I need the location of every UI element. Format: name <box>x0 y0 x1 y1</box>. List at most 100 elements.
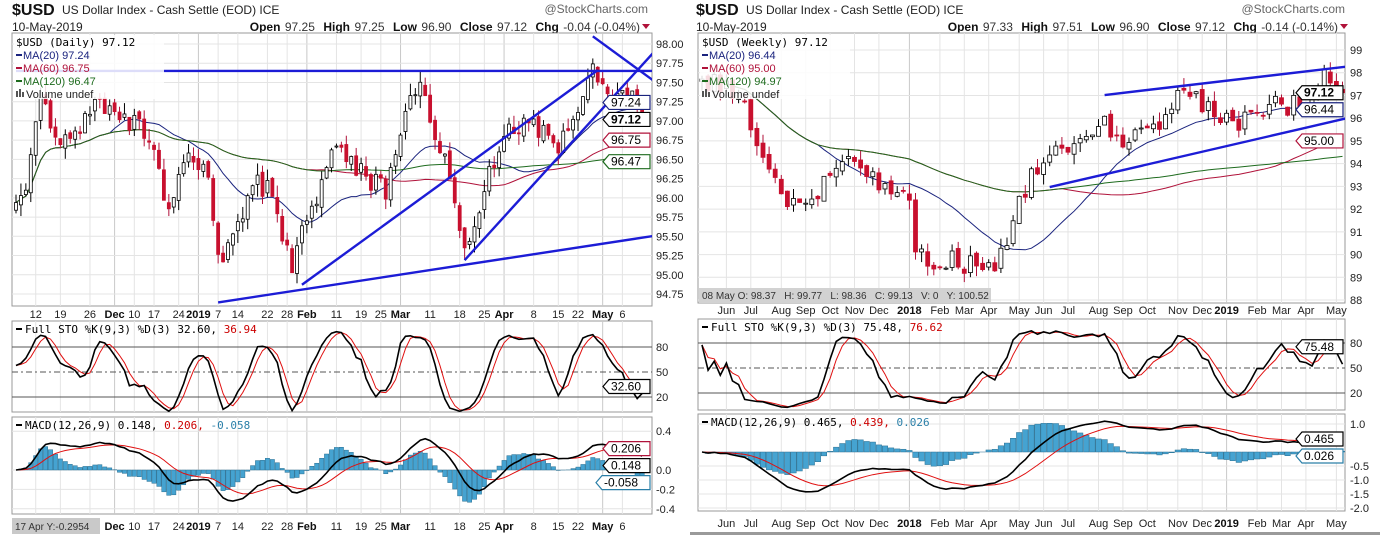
macd-histogram-bar <box>1101 439 1108 453</box>
candle-up <box>1041 162 1046 175</box>
macd-histogram-bar <box>496 465 502 471</box>
candle-down <box>1212 100 1217 118</box>
candle-down <box>1181 87 1187 91</box>
macd-histogram-bar <box>570 468 576 471</box>
date-axis-label: 2019 <box>1214 305 1238 317</box>
candle-up <box>521 117 526 137</box>
right-sto-legend: Full STO %K(9,3) %D(3) 75.48, 76.62 <box>702 321 943 334</box>
left-chart-header: $USD US Dollar Index - Cash Settle (EOD)… <box>12 2 650 34</box>
macd-histogram-bar <box>299 469 305 475</box>
candle-up <box>373 173 378 191</box>
bottom-date-axis-label: 11 <box>331 521 342 533</box>
left-symbol: $USD <box>12 2 55 19</box>
candle-down <box>754 127 760 147</box>
candle-down <box>961 268 967 274</box>
candle-down <box>1157 121 1162 130</box>
legend-backdrop <box>14 35 164 99</box>
date-axis-label: Nov <box>1168 305 1188 317</box>
macd-histogram-bar <box>973 451 980 454</box>
candle-down <box>211 178 216 221</box>
macd-histogram-bar <box>784 451 791 475</box>
date-axis-label: 12 <box>30 309 42 321</box>
macd-legend-text: MACD(12,26,9) 0.148, 0.206, -0.058 <box>25 419 250 432</box>
date-axis-label: 15 <box>552 309 564 321</box>
date-axis-label: 8 <box>531 309 537 321</box>
right-watermark: @StockCharts.com <box>1241 2 1345 16</box>
macd-panel-layer <box>12 430 652 510</box>
candle-up <box>919 248 924 253</box>
candle-down <box>888 180 894 195</box>
candle-down <box>438 141 442 154</box>
macd-histogram-bar <box>230 469 236 487</box>
sto-legend-text: Full STO %K(9,3) %D(3) 75.48, 76.62 <box>711 321 943 334</box>
candle-up <box>497 151 502 169</box>
macd-histogram-bar <box>1223 451 1230 460</box>
date-axis-label: Dec <box>1192 305 1212 317</box>
candle-up <box>472 226 477 243</box>
date-axis-label: Dec <box>105 309 125 321</box>
bottom-date-axis-label: 22 <box>261 521 273 533</box>
macd-histogram-bar <box>1113 446 1120 453</box>
bottom-date-axis-label: 18 <box>454 521 466 533</box>
date-axis-label: Feb <box>930 305 949 317</box>
macd-histogram-bar <box>541 460 546 471</box>
macd-histogram-bar <box>839 443 846 453</box>
macd-histogram-bar <box>1180 448 1187 453</box>
bottom-date-axis-label: Aug <box>1089 518 1109 530</box>
macd-line <box>15 437 643 502</box>
sto-percent-d-line <box>701 331 1343 408</box>
left-down-arrow-icon <box>642 24 650 29</box>
date-axis-label: 11 <box>331 309 342 321</box>
date-axis-label: Oct <box>822 305 839 317</box>
macd-histogram-bar <box>491 469 497 473</box>
macd-histogram-bar <box>1193 449 1200 453</box>
volume-icon <box>16 89 24 97</box>
candle-down <box>152 144 156 150</box>
candle-up <box>359 163 364 173</box>
candle-down <box>354 155 359 176</box>
bottom-date-axis-label: Jun <box>718 518 736 530</box>
sto-axis-label: 20 <box>656 392 668 404</box>
macd-histogram-bar <box>1217 451 1224 460</box>
macd-histogram-bar <box>821 451 827 457</box>
macd-histogram-bar <box>1022 429 1029 453</box>
macd-histogram-bar <box>141 469 147 480</box>
legend-ma120: MA(120) 94.97 <box>709 76 782 88</box>
macd-signal-line <box>701 425 1343 487</box>
candle-up <box>181 162 186 175</box>
date-axis-label: 22 <box>261 309 273 321</box>
macd-histogram-bar <box>398 464 403 471</box>
candle-down <box>797 198 802 203</box>
candle-up <box>314 203 319 207</box>
candle-down <box>852 156 857 162</box>
bottom-date-axis-label: 28 <box>281 521 293 533</box>
date-axis-label: 2018 <box>897 305 921 317</box>
candle-down <box>937 266 943 269</box>
macd-histogram-bar <box>1010 438 1017 453</box>
candle-up <box>443 153 447 157</box>
bottom-date-axis-label: 25 <box>375 521 387 533</box>
sto-percent-k-line <box>15 330 643 412</box>
macd-histogram-bar <box>383 469 389 474</box>
left-macd-legend: MACD(12,26,9) 0.148, 0.206, -0.058 <box>16 419 250 432</box>
macd-histogram-bar <box>363 462 369 471</box>
macd-histogram-bar <box>851 439 858 453</box>
candle-up <box>809 198 815 206</box>
candle-up <box>250 185 255 196</box>
price-tag-box <box>602 94 651 111</box>
macd-histogram-bar <box>590 457 596 471</box>
candle-up <box>531 118 536 126</box>
candle-up <box>265 180 270 194</box>
candle-down <box>492 164 497 169</box>
macd-histogram-bar <box>250 465 256 471</box>
macd-histogram-bar <box>358 459 364 471</box>
candle-up <box>176 174 181 201</box>
bottom-date-axis-label: 19 <box>355 521 367 533</box>
legend-backdrop <box>700 35 850 99</box>
macd-histogram-bar <box>526 454 532 471</box>
candle-up <box>186 152 191 163</box>
candle-up <box>1090 134 1095 138</box>
candle-down <box>536 116 541 138</box>
candle-down <box>457 205 462 231</box>
macd-histogram-bar <box>1138 451 1145 454</box>
